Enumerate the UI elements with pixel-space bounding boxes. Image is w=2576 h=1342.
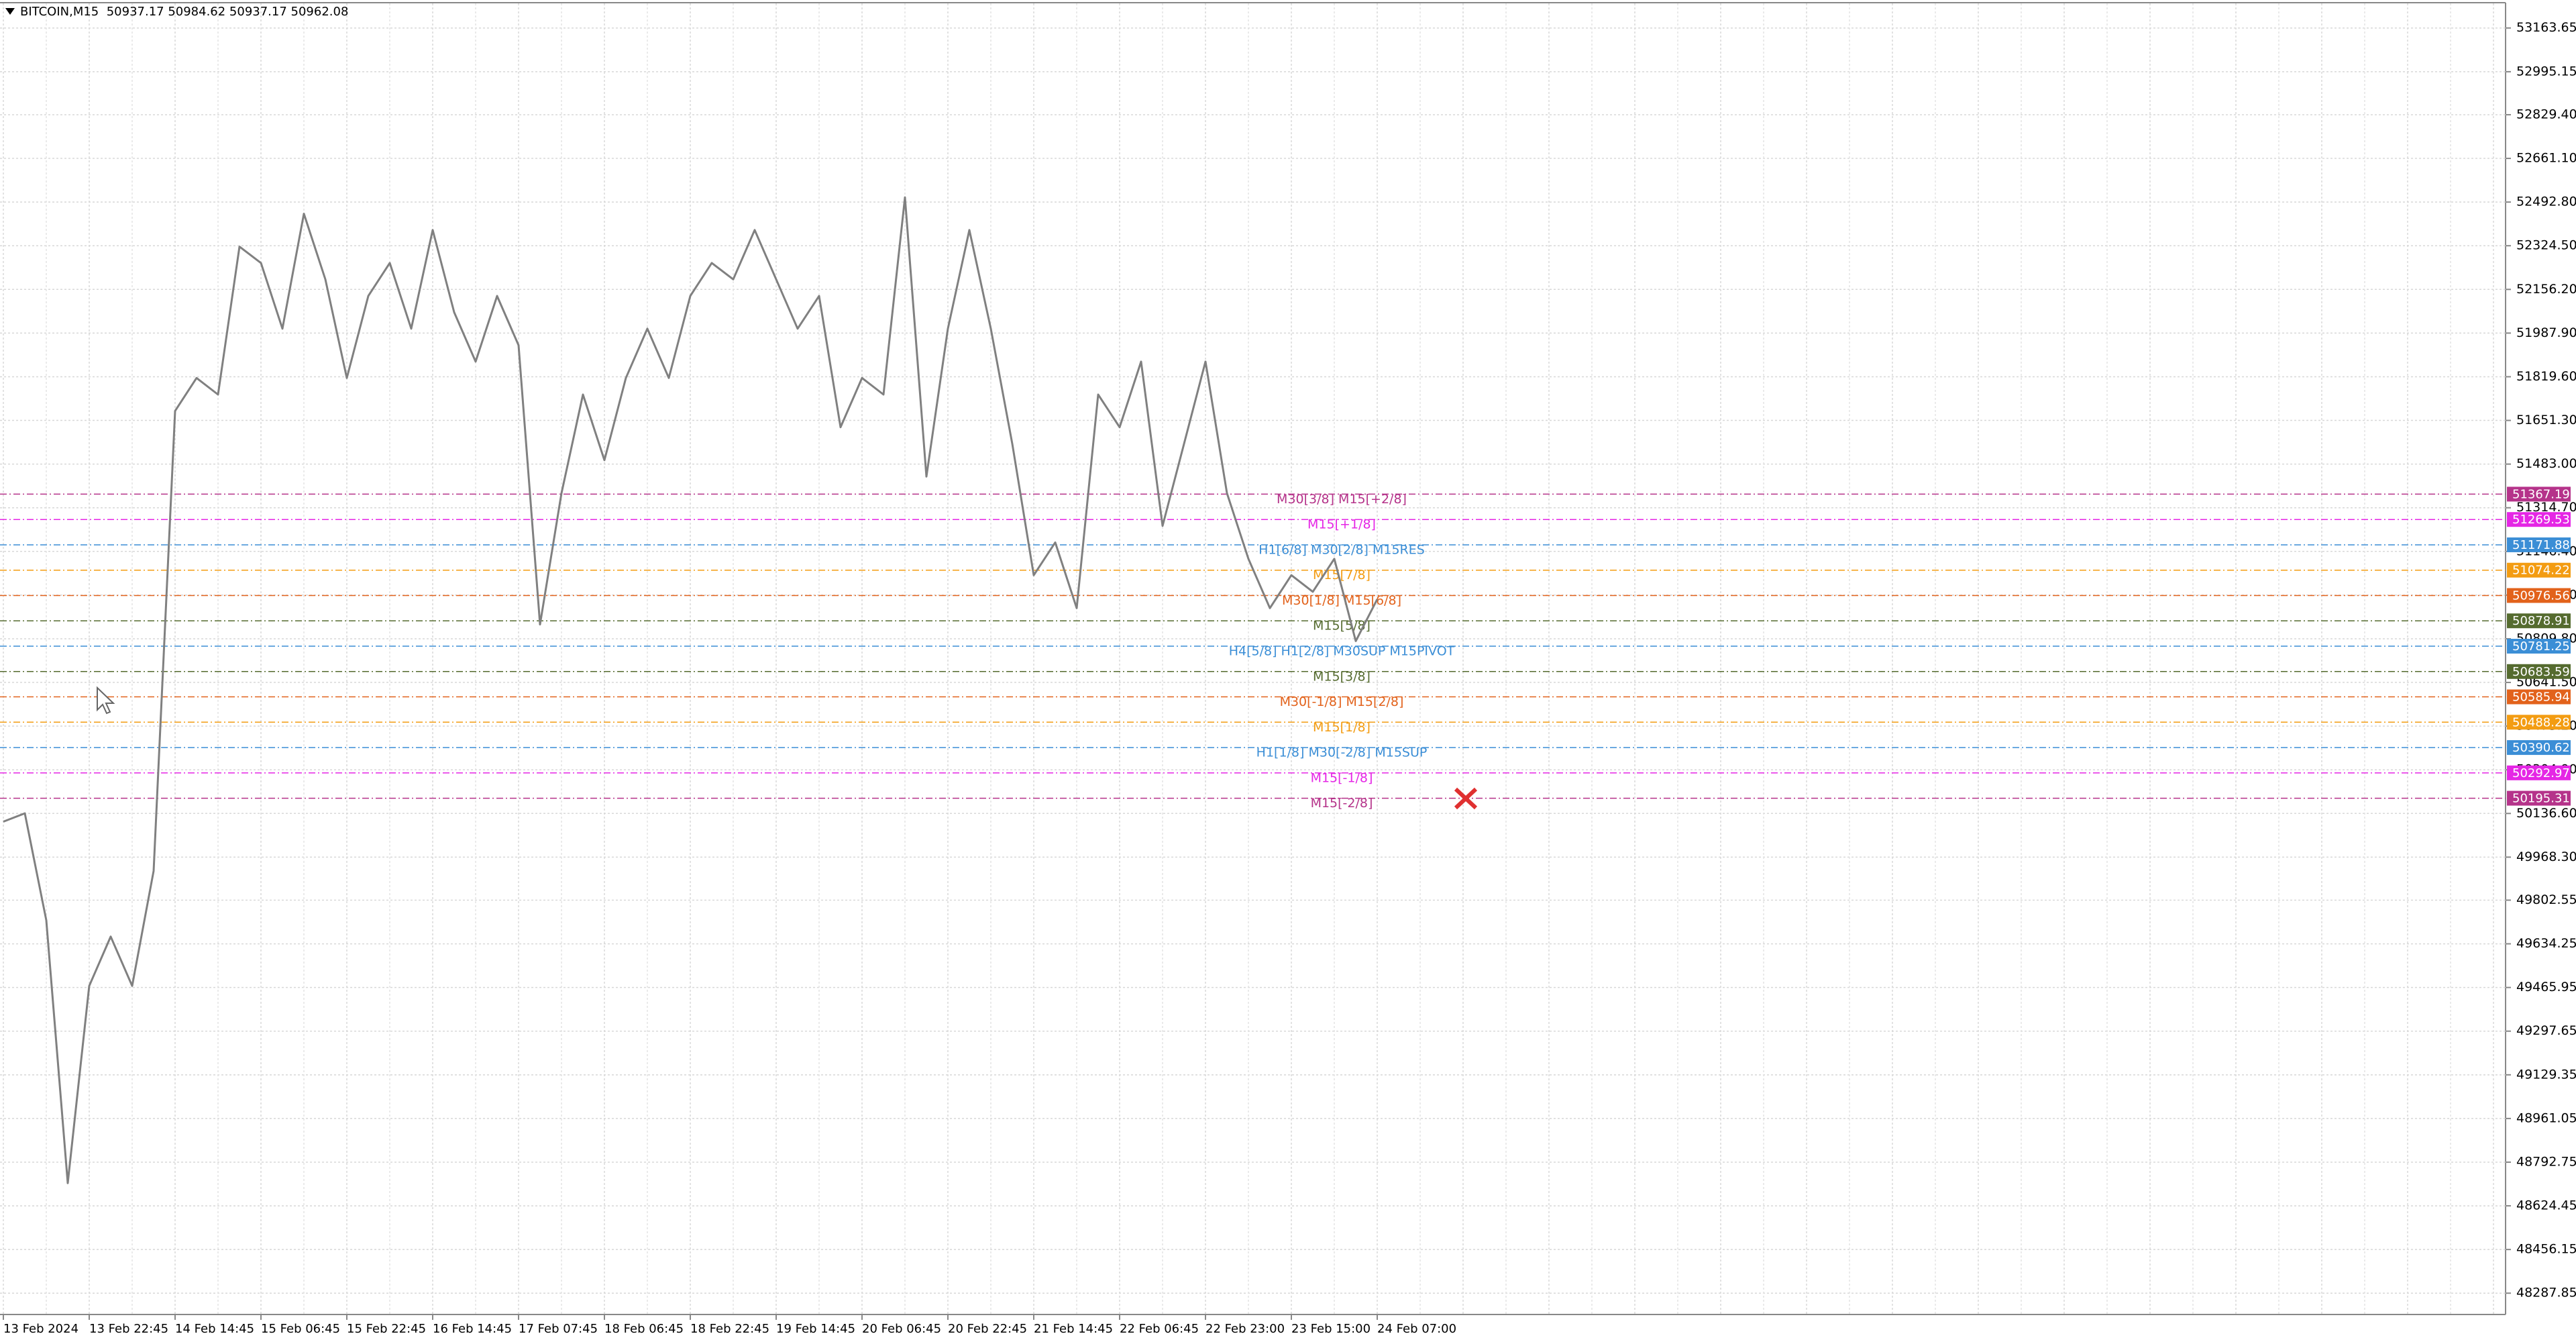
price-tag-label: 50195.31 [2512,792,2570,806]
price-tag-label: 50488.28 [2512,715,2570,729]
x-tick-label: 18 Feb 06:45 [604,1322,684,1336]
y-tick-label: 49129.35 [2516,1067,2576,1082]
level-label: M30[1/8] M15[6/8] [1282,593,1401,608]
x-tick-label: 24 Feb 07:00 [1377,1322,1456,1336]
price-tag-label: 51171.88 [2512,538,2570,552]
grid [0,3,2506,1314]
price-tag [2507,512,2571,527]
price-tag [2507,537,2571,552]
y-tick-label: 52995.15 [2516,64,2576,79]
price-tag [2507,765,2571,780]
price-tag-label: 50292.97 [2512,766,2570,780]
price-tag [2507,740,2571,756]
x-tick-label: 20 Feb 22:45 [948,1322,1027,1336]
price-tag [2507,664,2571,679]
price-tag [2507,486,2571,502]
y-tick-label: 50136.60 [2516,806,2576,821]
y-tick-label: 49802.55 [2516,892,2576,907]
price-tag-label: 50781.25 [2512,639,2570,654]
y-tick-label: 52661.10 [2516,151,2576,166]
delete-mark[interactable] [1454,787,1478,810]
y-tick-label: 52492.80 [2516,195,2576,209]
x-tick-label: 21 Feb 14:45 [1034,1322,1113,1336]
level-label: M15[-2/8] [1311,796,1373,811]
level-label: H1[1/8] M30[-2/8] M15SUP [1256,745,1428,760]
y-tick-label: 51483.00 [2516,456,2576,471]
price-tag-label: 50878.91 [2512,614,2570,628]
x-tick-label: 19 Feb 14:45 [776,1322,855,1336]
y-tick-label: 52156.20 [2516,282,2576,297]
x-tick-label: 22 Feb 06:45 [1120,1322,1199,1336]
y-tick-label: 48961.05 [2516,1111,2576,1125]
menu-triangle[interactable] [5,8,15,15]
y-tick-label: 48287.85 [2516,1286,2576,1300]
level-label: M15[+1/8] [1307,517,1376,532]
y-tick-label: 49968.30 [2516,849,2576,864]
chart-title: BITCOIN,M15 50937.17 50984.62 50937.17 5… [20,5,348,19]
level-label: M15[5/8] [1313,619,1371,633]
y-tick-label: 52324.50 [2516,238,2576,253]
level-label: M15[7/8] [1313,568,1371,582]
price-line [3,196,1379,1184]
y-tick-label: 48456.15 [2516,1242,2576,1257]
price-tag-label: 51367.19 [2512,487,2570,501]
x-tick-label: 22 Feb 23:00 [1205,1322,1285,1336]
level-label: M30[-1/8] M15[2/8] [1280,694,1404,709]
x-tick-label: 15 Feb 06:45 [261,1322,340,1336]
y-tick-label: 51651.30 [2516,413,2576,427]
axes: 53163.65 52995.15 52829.40 52661.10 52492.80… [3,20,2576,1336]
x-tick-label: 14 Feb 14:45 [175,1322,254,1336]
y-tick-label: 48792.75 [2516,1154,2576,1169]
level-label: M15[1/8] [1313,720,1371,735]
price-tag [2507,689,2571,705]
y-tick-label: 51987.90 [2516,325,2576,340]
x-tick-label: 13 Feb 2024 [3,1322,78,1336]
price-tag [2507,715,2571,730]
y-tick-label: 52829.40 [2516,107,2576,121]
x-tick-label: 17 Feb 07:45 [519,1322,598,1336]
y-tick-label: 48624.45 [2516,1198,2576,1213]
price-tag-label: 50585.94 [2512,690,2570,705]
level-label: H1[6/8] M30[2/8] M15RES [1258,542,1425,557]
price-tag-label: 50390.62 [2512,741,2570,755]
price-tag [2507,588,2571,603]
price-tag [2507,562,2571,578]
price-tag-label: 50976.56 [2512,588,2570,603]
price-tag [2507,639,2571,654]
y-tick-label: 49297.65 [2516,1023,2576,1038]
y-tick-label: 49634.25 [2516,936,2576,951]
price-tag-label: 51074.22 [2512,564,2570,578]
level-label: M30[3/8] M15[+2/8] [1277,492,1407,507]
cross-line [1454,787,1478,810]
y-tick-label: 51819.60 [2516,369,2576,384]
y-tick-label: 51314.70 [2516,500,2576,515]
price-tag-label: 51269.53 [2512,513,2570,527]
price-tag [2507,613,2571,629]
y-tick-label: 49465.95 [2516,980,2576,994]
cursor [97,686,115,715]
level-label: H4[5/8] H1[2/8] M30SUP M15PIVOT [1229,644,1455,659]
x-tick-label: 13 Feb 22:45 [89,1322,168,1336]
level-label: M15[3/8] [1313,669,1371,684]
price-tag-label: 50683.59 [2512,665,2570,679]
x-tick-label: 18 Feb 22:45 [690,1322,769,1336]
price-tag [2507,790,2571,806]
x-tick-label: 16 Feb 14:45 [433,1322,512,1336]
x-tick-label: 23 Feb 15:00 [1291,1322,1371,1336]
y-tick-label: 53163.65 [2516,20,2576,35]
level-label: M15[-1/8] [1311,770,1373,785]
x-tick-label: 15 Feb 22:45 [347,1322,426,1336]
x-tick-label: 20 Feb 06:45 [862,1322,941,1336]
series [3,196,1379,1184]
